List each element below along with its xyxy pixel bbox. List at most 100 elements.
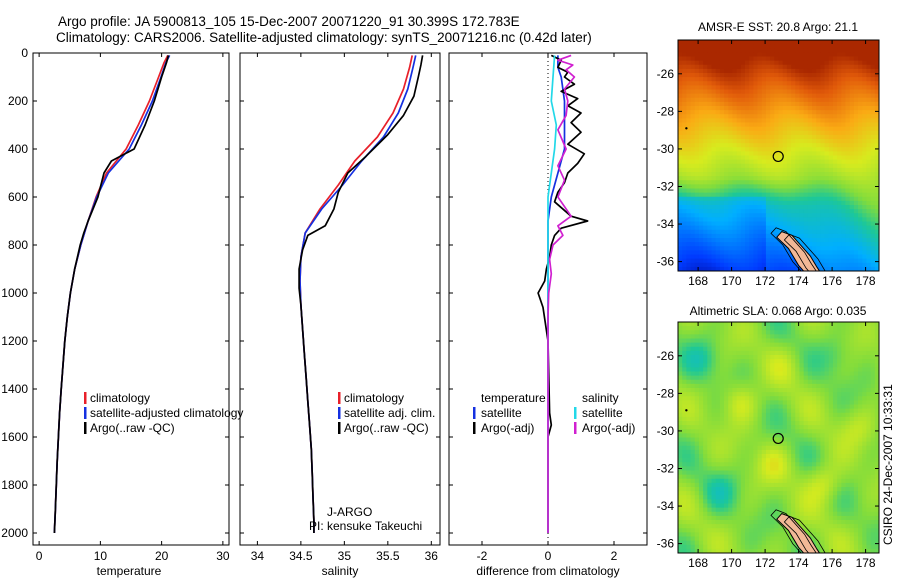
- heatmap-cell: [749, 130, 754, 136]
- heatmap-cell: [858, 433, 863, 438]
- heatmap-cell: [740, 367, 746, 372]
- heatmap-cell: [782, 491, 788, 496]
- heatmap-cell: [858, 130, 863, 136]
- heatmap-cell: [753, 44, 758, 49]
- heatmap-cell: [870, 196, 876, 202]
- heatmap-cell: [862, 118, 867, 123]
- heatmap-cell: [694, 346, 700, 352]
- heatmap-cell: [799, 499, 805, 504]
- heatmap-cell: [807, 383, 813, 389]
- heatmap-cell: [874, 416, 879, 422]
- heatmap-cell: [740, 106, 746, 111]
- heatmap-cell: [824, 454, 830, 459]
- heatmap-cell: [682, 425, 687, 430]
- heatmap-cell: [770, 44, 775, 49]
- heatmap-cell: [791, 326, 796, 331]
- heatmap-cell: [770, 172, 775, 177]
- heatmap-cell: [853, 139, 859, 144]
- heatmap-cell: [828, 421, 834, 426]
- heatmap-cell: [799, 449, 805, 455]
- heatmap-cell: [841, 254, 846, 260]
- heatmap-cell: [774, 205, 779, 210]
- heatmap-cell: [845, 85, 851, 90]
- heatmap-cell: [795, 458, 800, 463]
- heatmap-cell: [770, 52, 775, 57]
- heatmap-cell: [715, 346, 721, 352]
- heatmap-cell: [853, 238, 859, 243]
- heatmap-cell: [845, 176, 851, 181]
- heatmap-cell: [715, 155, 721, 161]
- heatmap-cell: [745, 371, 750, 377]
- heatmap-cell: [849, 400, 855, 405]
- heatmap-cell: [686, 458, 691, 463]
- heatmap-cell: [690, 433, 696, 438]
- heatmap-cell: [724, 97, 729, 103]
- heatmap-cell: [820, 491, 825, 496]
- heatmap-cell: [828, 56, 834, 62]
- heatmap-cell: [874, 147, 879, 152]
- heatmap-cell: [828, 147, 834, 152]
- heatmap-cell: [862, 371, 867, 377]
- heatmap-cell: [824, 449, 830, 455]
- heatmap-cell: [736, 466, 742, 471]
- heatmap-cell: [845, 217, 851, 222]
- heatmap-cell: [682, 250, 687, 255]
- heatmap-cell: [849, 371, 855, 377]
- heatmap-cell: [778, 342, 784, 348]
- heatmap-cell: [807, 180, 813, 185]
- heatmap-cell: [740, 412, 746, 418]
- heatmap-cell: [824, 441, 830, 447]
- heatmap-cell: [749, 85, 754, 90]
- heatmap-cell: [770, 383, 775, 389]
- heatmap-cell: [841, 242, 846, 247]
- heatmap-cell: [803, 466, 809, 471]
- heatmap-cell: [736, 81, 742, 86]
- heatmap-cell: [694, 367, 700, 372]
- heatmap-cell: [816, 97, 821, 103]
- heatmap-cell: [795, 462, 800, 467]
- heatmap-cell: [816, 433, 821, 438]
- temperature-plot-area: 0 10 20 30020040060080010001200140016001800…: [1, 46, 230, 563]
- heatmap-cell: [719, 130, 725, 136]
- heatmap-cell: [711, 130, 717, 136]
- heatmap-cell: [791, 437, 796, 443]
- heatmap-cell: [682, 60, 687, 66]
- heatmap-cell: [862, 262, 867, 268]
- heatmap-cell: [824, 200, 830, 206]
- heatmap-cell: [837, 85, 842, 90]
- heatmap-cell: [757, 449, 763, 455]
- heatmap-cell: [824, 495, 830, 500]
- heatmap-cell: [845, 40, 851, 45]
- heatmap-cell: [799, 106, 805, 111]
- heatmap-cell: [761, 176, 767, 181]
- heatmap-cell: [707, 474, 712, 480]
- heatmap-cell: [782, 487, 788, 492]
- heatmap-cell: [832, 350, 838, 356]
- heatmap-cell: [853, 188, 859, 194]
- heatmap-cell: [853, 445, 859, 451]
- y-tick-label: 200: [8, 94, 28, 108]
- heatmap-cell: [770, 60, 775, 66]
- heatmap-cell: [824, 266, 830, 271]
- heatmap-cell: [803, 499, 809, 504]
- heatmap-cell: [711, 106, 717, 111]
- heatmap-cell: [828, 334, 834, 339]
- heatmap-cell: [866, 110, 872, 115]
- heatmap-cell: [703, 478, 708, 484]
- heatmap-cell: [757, 262, 763, 268]
- heatmap-cell: [703, 375, 708, 381]
- heatmap-cell: [866, 97, 872, 103]
- heatmap-cell: [824, 462, 830, 467]
- heatmap-cell: [824, 433, 830, 438]
- heatmap-cell: [774, 209, 779, 214]
- heatmap-cell: [753, 371, 758, 377]
- heatmap-cell: [874, 233, 879, 239]
- heatmap-cell: [816, 155, 821, 161]
- heatmap-cell: [678, 209, 683, 214]
- heatmap-cell: [874, 262, 879, 268]
- heatmap-cell: [732, 425, 738, 430]
- heatmap-cell: [828, 110, 834, 115]
- heatmap-cell: [711, 363, 717, 368]
- heatmap-cell: [866, 421, 872, 426]
- heatmap-cell: [678, 155, 683, 161]
